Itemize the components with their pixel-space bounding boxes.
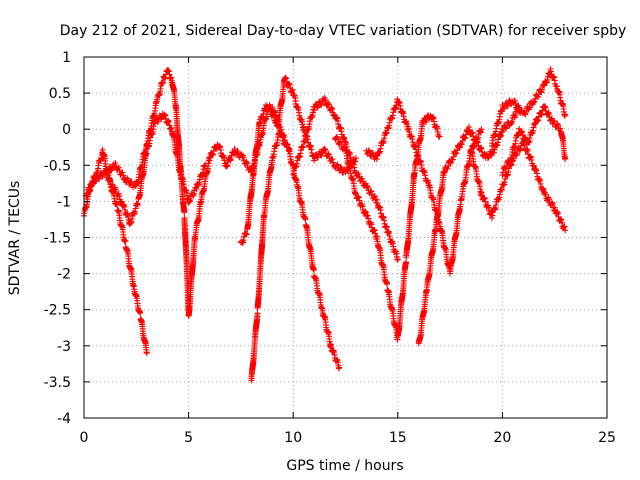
- y-tick-label: 1: [62, 50, 71, 66]
- y-tick-label: 0.5: [49, 86, 71, 102]
- series-s8: [332, 112, 443, 343]
- x-tick-label: 25: [598, 430, 616, 446]
- x-tick-label: 10: [284, 430, 302, 446]
- plus-markers: [488, 66, 569, 149]
- y-axis-label: SDTVAR / TECUs: [7, 181, 23, 296]
- y-tick-label: -1.5: [44, 231, 71, 247]
- y-tick-label: -3.5: [44, 375, 71, 391]
- plus-markers: [468, 138, 569, 234]
- y-tick-label: -4: [57, 411, 71, 427]
- y-tick-label: -3: [57, 339, 71, 355]
- y-tick-label: -1: [57, 194, 71, 210]
- y-tick-label: -2: [57, 267, 71, 283]
- plus-markers: [290, 94, 401, 263]
- axis-ticks: [83, 56, 608, 419]
- chart-title: Day 212 of 2021, Sidereal Day-to-day VTE…: [60, 23, 627, 39]
- plus-markers: [415, 104, 523, 347]
- series-s6: [248, 124, 343, 384]
- y-tick-label: -0.5: [44, 158, 71, 174]
- x-tick-label: 15: [389, 430, 407, 446]
- x-tick-label: 20: [493, 430, 511, 446]
- plus-markers: [101, 110, 209, 228]
- series-s2: [83, 67, 192, 314]
- y-tick-label: 0: [62, 122, 71, 138]
- series-s12: [488, 66, 569, 149]
- series-s7: [290, 94, 401, 263]
- plus-markers: [499, 103, 569, 178]
- series-s11: [468, 138, 569, 234]
- x-axis-label: GPS time / hours: [286, 458, 403, 474]
- plus-markers: [185, 103, 288, 319]
- plus-markers: [83, 67, 192, 314]
- plus-markers: [237, 74, 359, 246]
- series-s4: [185, 103, 288, 319]
- series-s13: [499, 103, 569, 178]
- data-markers: [81, 66, 569, 384]
- series-s5: [237, 74, 359, 246]
- plus-markers: [363, 96, 485, 277]
- series-s9: [363, 96, 485, 277]
- x-tick-label: 0: [80, 430, 89, 446]
- plus-markers: [248, 124, 343, 384]
- series-s10: [415, 104, 523, 347]
- y-tick-labels: 1 0.5 0 -0.5 -1 -1.5 -2 -2.5 -3 -3.5 -4: [44, 50, 71, 427]
- plus-markers: [332, 112, 443, 343]
- x-tick-labels: 0 5 10 15 20 25: [80, 430, 616, 446]
- series-s3: [101, 110, 209, 228]
- y-tick-label: -2.5: [44, 303, 71, 319]
- x-tick-label: 5: [184, 430, 193, 446]
